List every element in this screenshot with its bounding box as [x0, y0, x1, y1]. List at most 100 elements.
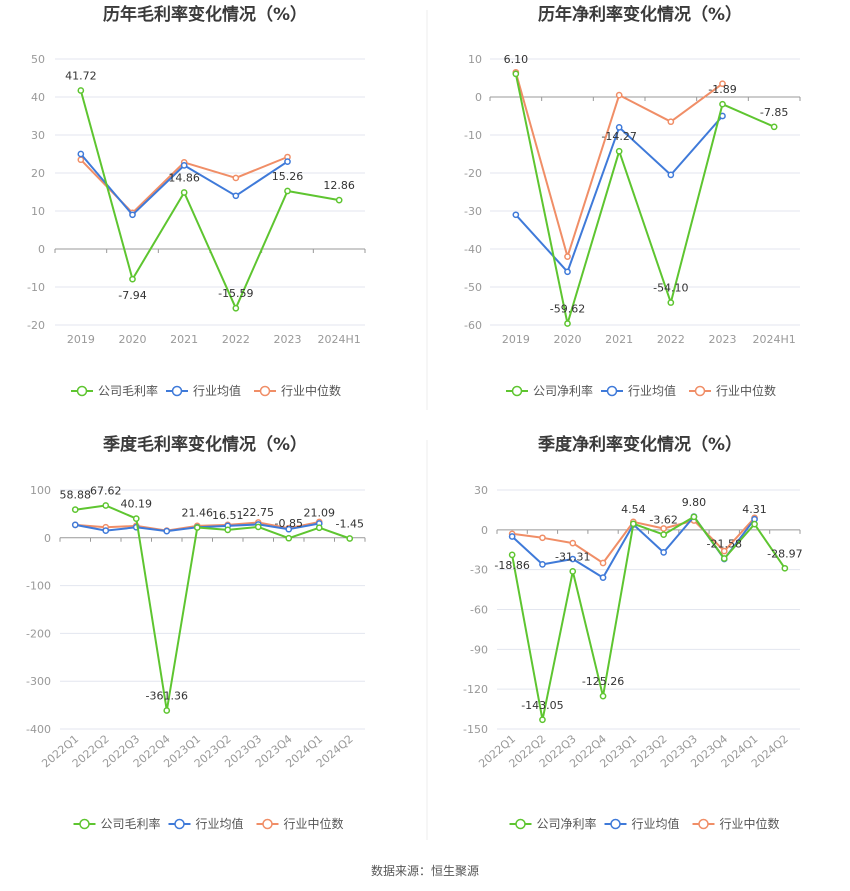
- x-tick-label-0-3: 2022: [222, 333, 250, 346]
- x-tick-label-1-2: 2021: [605, 333, 633, 346]
- data-label-3-1: -143.05: [521, 699, 563, 712]
- data-label-1-4: -1.89: [708, 83, 736, 96]
- data-point-company-2-2: [132, 515, 140, 522]
- data-point-company-3-7: [720, 555, 728, 562]
- data-label-2-9: -1.45: [336, 517, 364, 530]
- y-tick-label-0-1: 40: [31, 91, 45, 104]
- data-label-2-0: 58.88: [60, 489, 92, 502]
- y-tick-label-0-2: 30: [31, 129, 45, 142]
- data-point-company-2-1: [102, 502, 110, 509]
- data-point-company-3-3: [599, 692, 607, 700]
- y-tick-label-1-2: -10: [464, 129, 482, 142]
- data-point-avg-2-0: [71, 521, 79, 529]
- legend-marker-avg-1: [606, 385, 618, 397]
- y-tick-label-2-5: -400: [26, 723, 51, 736]
- data-point-median-1-4: [719, 80, 726, 88]
- data-label-3-3: -125.26: [582, 675, 624, 688]
- legend-marker-avg-0: [171, 385, 183, 397]
- series-line-company-3: [511, 515, 786, 721]
- data-label-2-7: -0.85: [275, 517, 303, 530]
- chart-title-0: 历年毛利率变化情况（%）: [103, 4, 307, 25]
- data-point-company-2-6: [254, 523, 262, 531]
- data-point-median-3-7: [720, 547, 728, 555]
- data-point-company-1-4: [719, 100, 726, 108]
- x-tick-label-1-0: 2019: [502, 333, 530, 346]
- y-tick-label-3-4: -90: [470, 643, 488, 656]
- data-label-2-8: 21.09: [304, 507, 336, 520]
- chart-title-2: 季度毛利率变化情况（%）: [103, 434, 307, 455]
- legend-label-company-1: 公司净利率: [533, 383, 593, 398]
- x-tick-label-0-4: 2023: [274, 333, 302, 346]
- data-point-median-1-3: [667, 118, 675, 126]
- x-tick-label-0-2: 2021: [170, 333, 198, 346]
- data-point-avg-3-3: [599, 574, 607, 581]
- data-point-company-2-3: [163, 707, 171, 714]
- data-label-1-1: -59.62: [550, 303, 585, 316]
- x-tick-label-1-3: 2022: [657, 333, 685, 346]
- y-tick-label-1-0: 10: [468, 53, 482, 66]
- data-point-company-0-0: [77, 87, 85, 94]
- series-line-company-2: [75, 504, 351, 712]
- data-point-company-3-4: [630, 520, 637, 528]
- data-label-2-1: 67.62: [90, 484, 122, 497]
- legend-label-median-0: 行业中位数: [281, 383, 341, 398]
- data-point-company-3-8: [751, 520, 758, 528]
- data-label-0-5: 12.86: [323, 179, 355, 192]
- data-point-company-1-2: [615, 147, 623, 155]
- y-tick-label-3-3: -60: [470, 604, 488, 617]
- data-point-company-3-2: [569, 568, 577, 575]
- y-tick-label-1-3: -20: [464, 167, 482, 180]
- legend-marker-median-2: [262, 818, 273, 830]
- data-point-avg-1-1: [564, 268, 571, 276]
- y-tick-label-3-5: -120: [463, 683, 488, 696]
- data-label-1-5: -7.85: [760, 106, 788, 119]
- data-point-company-1-0: [512, 70, 520, 78]
- legend-label-company-2: 公司毛利率: [101, 816, 161, 831]
- data-point-median-3-3: [599, 559, 607, 567]
- y-tick-label-1-4: -30: [464, 205, 482, 218]
- data-label-3-8: 4.31: [742, 503, 767, 516]
- data-point-company-3-5: [660, 531, 668, 538]
- data-label-2-6: 22.75: [243, 506, 275, 519]
- x-tick-label-0-5: 2024H1: [318, 333, 361, 346]
- legend-label-median-1: 行业中位数: [716, 383, 776, 398]
- legend-marker-median-1: [694, 385, 706, 397]
- series-line-median-1: [514, 72, 724, 258]
- y-tick-label-1-1: 0: [475, 91, 482, 104]
- data-point-median-3-5: [660, 525, 668, 532]
- data-label-3-0: -18.86: [494, 559, 529, 572]
- y-tick-label-0-5: 0: [38, 243, 45, 256]
- data-label-3-4: 4.54: [621, 503, 646, 516]
- legend-label-median-3: 行业中位数: [720, 816, 780, 831]
- data-point-company-3-9: [781, 564, 789, 572]
- data-point-avg-0-0: [77, 150, 85, 158]
- y-tick-label-0-7: -20: [27, 319, 45, 332]
- y-tick-label-0-3: 20: [31, 167, 45, 180]
- data-label-2-5: 16.51: [212, 509, 244, 522]
- legend-marker-avg-3: [610, 818, 621, 830]
- data-point-company-3-1: [539, 716, 546, 724]
- data-label-0-1: -7.94: [118, 289, 146, 302]
- legend-marker-avg-2: [174, 818, 185, 830]
- series-line-company-0: [79, 90, 340, 310]
- y-tick-label-0-6: -10: [27, 281, 45, 294]
- y-tick-label-2-4: -300: [26, 675, 51, 688]
- y-tick-label-3-6: -150: [463, 723, 488, 736]
- data-point-avg-1-2: [615, 124, 623, 131]
- data-point-median-0-3: [232, 174, 240, 182]
- data-point-median-0-0: [77, 156, 85, 164]
- data-label-3-6: 9.80: [682, 496, 707, 509]
- data-point-company-1-3: [667, 299, 675, 306]
- data-point-company-0-2: [180, 189, 188, 196]
- data-point-company-0-4: [284, 187, 291, 195]
- x-tick-label-1-5: 2024H1: [753, 333, 796, 346]
- data-point-avg-3-0: [508, 533, 516, 540]
- data-point-company-0-1: [129, 275, 136, 283]
- data-point-company-1-1: [564, 320, 571, 327]
- data-label-0-0: 41.72: [65, 69, 97, 82]
- legend-marker-company-1: [511, 385, 523, 397]
- y-tick-label-3-0: 30: [474, 484, 488, 497]
- chart-title-3: 季度净利率变化情况（%）: [538, 434, 742, 455]
- data-label-3-2: -31.31: [555, 550, 590, 563]
- legend-label-avg-2: 行业均值: [196, 816, 244, 831]
